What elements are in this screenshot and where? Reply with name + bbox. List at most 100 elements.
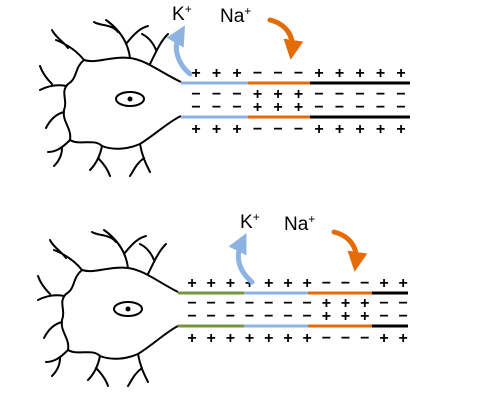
- top-inner-bottom-charges: − − − + + + − − − − −: [191, 99, 405, 116]
- bottom-inner-top-charge-10: −: [379, 295, 388, 312]
- bottom-outer-bottom-charge-3: +: [245, 330, 254, 347]
- top-axon: [181, 81, 410, 119]
- bottom-outer-bottom-charge-10: +: [379, 330, 388, 347]
- bottom-inner-top-charge-0: −: [187, 295, 196, 312]
- bottom-inner-top-charge-6: −: [303, 295, 312, 312]
- top-inner-top-charge-10: −: [396, 86, 405, 103]
- top-panel: + + + − − − + + + + + − − − + + + − − − − − − − − + + + − − − − − + + + −…: [39, 2, 410, 177]
- bottom-inner-bottom-charge-8: +: [341, 308, 350, 325]
- bottom-outer-top-charge-9: −: [360, 275, 369, 292]
- bottom-inner-top-charge-2: −: [226, 295, 235, 312]
- top-outer-top-charge-0: +: [191, 65, 200, 82]
- bottom-inner-bottom-charge-11: −: [399, 308, 408, 325]
- top-k-arrow: [166, 25, 193, 77]
- bottom-k-arrow: [228, 233, 255, 285]
- top-inner-bottom-charge-9: −: [376, 99, 385, 116]
- bottom-inner-top-charge-1: −: [207, 295, 216, 312]
- bottom-nucleus: [113, 301, 143, 317]
- top-outer-bottom-charge-2: +: [232, 121, 241, 138]
- bottom-outer-bottom-charge-1: +: [207, 330, 216, 347]
- top-inner-bottom-charge-5: +: [294, 99, 303, 116]
- bottom-dendrites: [37, 229, 167, 387]
- top-outer-bottom-charge-5: −: [294, 121, 303, 138]
- bottom-outer-top-charge-5: +: [283, 275, 292, 292]
- bottom-inner-bottom-charges: − − − − − − − + + + − −: [187, 308, 408, 325]
- bottom-outer-top-charge-8: −: [341, 275, 350, 292]
- top-soma: [62, 56, 182, 150]
- top-outer-top-charge-5: −: [294, 65, 303, 82]
- top-inner-top-charge-5: +: [294, 86, 303, 103]
- top-nucleus: [115, 91, 145, 107]
- bottom-outer-top-charge-0: +: [187, 275, 196, 292]
- top-outer-top-charges: + + + − − − + + + + +: [191, 65, 405, 82]
- top-inner-top-charge-1: −: [212, 86, 221, 103]
- top-inner-bottom-charge-7: −: [335, 99, 344, 116]
- top-inner-top-charge-4: +: [273, 86, 282, 103]
- bottom-k-label: K+: [240, 210, 260, 233]
- top-inner-top-charge-2: −: [232, 86, 241, 103]
- top-inner-bottom-charge-6: −: [314, 99, 323, 116]
- bottom-outer-bottom-charge-5: +: [283, 330, 292, 347]
- bottom-outer-bottom-charge-0: +: [187, 330, 196, 347]
- top-outer-bottom-charges: + + + − − − + + + + +: [191, 121, 405, 138]
- bottom-inner-bottom-charge-5: −: [283, 308, 292, 325]
- bottom-outer-bottom-charge-4: +: [264, 330, 273, 347]
- top-outer-top-charge-7: +: [335, 65, 344, 82]
- top-inner-top-charge-7: −: [335, 86, 344, 103]
- top-inner-bottom-charge-0: −: [191, 99, 200, 116]
- bottom-inner-bottom-charge-9: +: [360, 308, 369, 325]
- top-dendrites: [39, 19, 169, 177]
- bottom-outer-top-charge-1: +: [207, 275, 216, 292]
- bottom-axon: [178, 291, 408, 328]
- bottom-outer-top-charge-3: +: [245, 275, 254, 292]
- top-outer-top-charge-9: +: [376, 65, 385, 82]
- bottom-inner-bottom-charge-0: −: [187, 308, 196, 325]
- top-outer-bottom-charge-8: +: [355, 121, 364, 138]
- top-outer-top-charge-3: −: [253, 65, 262, 82]
- top-outer-bottom-charge-3: −: [253, 121, 262, 138]
- bottom-inner-bottom-charge-2: −: [226, 308, 235, 325]
- bottom-outer-bottom-charge-2: +: [226, 330, 235, 347]
- bottom-inner-bottom-charge-10: −: [379, 308, 388, 325]
- top-na-arrow: [267, 17, 304, 60]
- bottom-outer-bottom-charge-6: +: [303, 330, 312, 347]
- top-inner-top-charge-9: −: [376, 86, 385, 103]
- bottom-outer-top-charges: + + + + + + + − − − + +: [187, 275, 408, 292]
- top-inner-bottom-charge-4: +: [273, 99, 282, 116]
- bottom-inner-top-charge-5: −: [283, 295, 292, 312]
- bottom-outer-top-charge-7: −: [322, 275, 331, 292]
- top-outer-bottom-charge-10: +: [396, 121, 405, 138]
- top-inner-bottom-charge-1: −: [212, 99, 221, 116]
- top-inner-bottom-charge-2: −: [232, 99, 241, 116]
- bottom-inner-bottom-charge-6: −: [303, 308, 312, 325]
- bottom-outer-top-charge-11: +: [399, 275, 408, 292]
- bottom-outer-bottom-charge-8: −: [341, 330, 350, 347]
- top-outer-bottom-charge-7: +: [335, 121, 344, 138]
- bottom-outer-bottom-charge-11: +: [399, 330, 408, 347]
- bottom-nucleolus: [125, 306, 131, 312]
- bottom-inner-top-charge-3: −: [245, 295, 254, 312]
- bottom-outer-bottom-charges: + + + + + + + − − − + +: [187, 330, 408, 347]
- top-outer-top-charge-1: +: [212, 65, 221, 82]
- bottom-inner-bottom-charge-3: −: [245, 308, 254, 325]
- bottom-inner-top-charge-11: −: [399, 295, 408, 312]
- bottom-outer-top-charge-4: +: [264, 275, 273, 292]
- bottom-outer-bottom-charge-9: −: [360, 330, 369, 347]
- bottom-na-label: Na+: [284, 212, 315, 235]
- top-outer-bottom-charge-1: +: [212, 121, 221, 138]
- bottom-outer-bottom-charge-7: −: [322, 330, 331, 347]
- bottom-inner-bottom-charge-7: +: [322, 308, 331, 325]
- bottom-inner-bottom-charge-4: −: [264, 308, 273, 325]
- top-outer-top-charge-6: +: [314, 65, 323, 82]
- bottom-na-arrow: [331, 229, 368, 272]
- bottom-outer-top-charge-10: +: [379, 275, 388, 292]
- top-inner-bottom-charge-8: −: [355, 99, 364, 116]
- top-outer-top-charge-8: +: [355, 65, 364, 82]
- top-inner-bottom-charge-3: +: [253, 99, 262, 116]
- top-inner-top-charge-8: −: [355, 86, 364, 103]
- top-outer-bottom-charge-6: +: [314, 121, 323, 138]
- top-inner-top-charge-0: −: [191, 86, 200, 103]
- bottom-inner-bottom-charge-1: −: [207, 308, 216, 325]
